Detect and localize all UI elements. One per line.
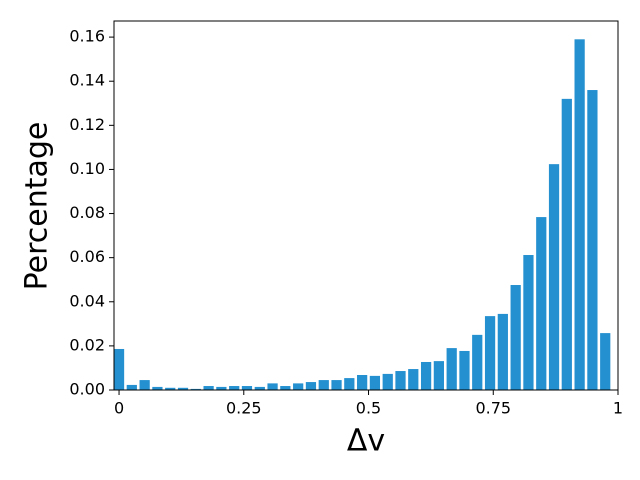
bar	[177, 387, 189, 390]
bar	[433, 361, 444, 390]
bar	[126, 384, 137, 390]
bar	[203, 386, 214, 390]
bar	[510, 285, 521, 390]
y-tick-label: 0.06	[69, 247, 105, 266]
bar	[344, 378, 355, 390]
plot-frame	[113, 20, 619, 391]
y-tick-label: 0.12	[69, 115, 105, 134]
bar	[267, 383, 278, 390]
bar	[497, 313, 508, 390]
x-tick-label: 0.75	[475, 399, 511, 418]
bar	[254, 386, 265, 390]
bar	[280, 386, 291, 390]
y-tick-label: 0.08	[69, 203, 105, 222]
bar	[536, 217, 547, 390]
y-tick-label: 0.16	[69, 27, 105, 46]
bar	[472, 334, 483, 390]
bar	[523, 255, 534, 390]
bar	[600, 333, 611, 390]
bar	[139, 380, 150, 390]
bar	[241, 386, 253, 390]
bar	[574, 39, 585, 390]
x-tick-label: 0.25	[226, 399, 262, 418]
bar	[548, 164, 560, 390]
bar	[229, 386, 240, 390]
y-tick-label: 0.10	[69, 159, 105, 178]
bar	[382, 373, 393, 390]
y-tick-label: 0.00	[69, 380, 105, 399]
y-tick-label: 0.04	[69, 291, 105, 310]
bar	[113, 348, 125, 390]
x-tick-label: 0	[114, 399, 124, 418]
bar	[293, 383, 304, 390]
bar	[587, 90, 598, 391]
bar	[459, 350, 470, 390]
bar	[318, 380, 329, 390]
y-tick-label: 0.02	[69, 335, 105, 354]
bar	[357, 375, 368, 390]
bar	[484, 316, 496, 390]
bar	[408, 369, 419, 390]
x-tick-label: 1	[613, 399, 623, 418]
bar	[216, 386, 227, 390]
bar	[446, 348, 457, 390]
bar	[369, 375, 381, 390]
bar	[165, 387, 176, 390]
bar	[420, 361, 432, 390]
bar	[305, 382, 317, 390]
y-axis-label: Percentage	[20, 122, 55, 291]
bar	[395, 371, 406, 390]
bar	[152, 386, 163, 390]
bar	[190, 388, 201, 390]
y-tick-label: 0.14	[69, 71, 105, 90]
x-tick-label: 0.5	[356, 399, 381, 418]
x-axis-label: Δv	[347, 424, 385, 459]
bar	[561, 98, 572, 390]
bar	[331, 380, 342, 390]
